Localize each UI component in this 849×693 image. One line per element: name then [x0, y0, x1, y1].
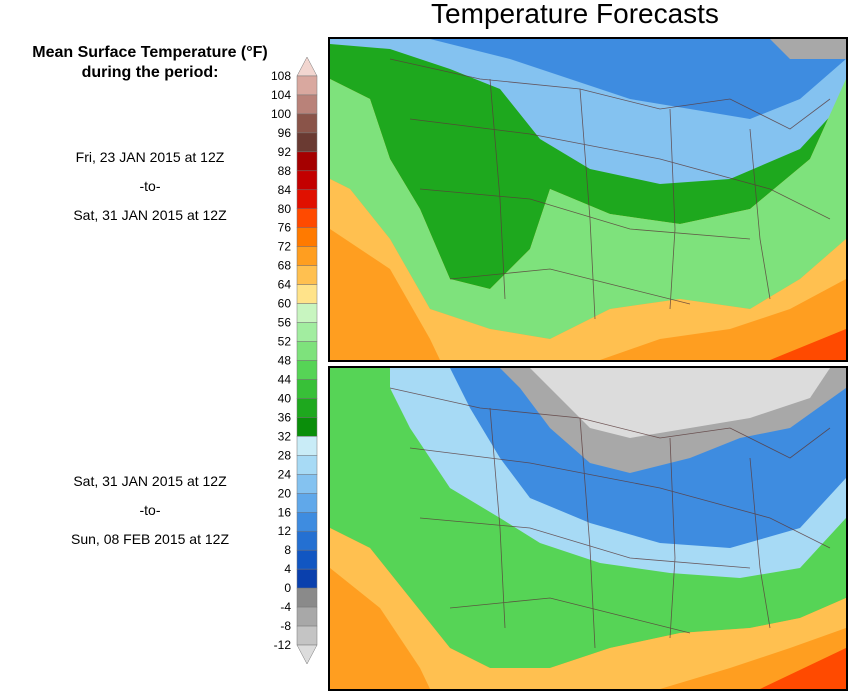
legend-swatch: [296, 398, 318, 418]
legend-tick-label: 4: [284, 562, 291, 576]
legend-swatch: [296, 549, 318, 570]
legend-swatch: [296, 284, 318, 304]
legend-swatch: [296, 246, 318, 266]
legend-tick-label: 72: [278, 240, 292, 254]
legend-tick-label: 100: [271, 107, 291, 121]
legend-tick-label: 32: [278, 429, 292, 443]
legend-tick-labels: 1081041009692888480767268646056524844403…: [271, 69, 291, 652]
legend-tick-label: 76: [278, 221, 292, 235]
legend-tick-label: 28: [278, 448, 292, 462]
legend-tick-label: 56: [278, 316, 292, 330]
legend-swatch: [296, 303, 318, 323]
legend-swatch: [296, 644, 318, 665]
period-1: Fri, 23 JAN 2015 at 12Z -to- Sat, 31 JAN…: [0, 143, 300, 230]
legend-swatch: [296, 56, 318, 77]
forecast-map-2-image: [330, 368, 846, 689]
legend-subtitle-line2: during the period:: [81, 64, 219, 81]
period-1-start: Fri, 23 JAN 2015 at 12Z: [75, 149, 225, 165]
legend-tick-label: 36: [278, 410, 292, 424]
legend-swatch: [296, 417, 318, 437]
legend-tick-label: 24: [278, 467, 292, 481]
page-title: Temperature Forecasts: [431, 0, 719, 29]
legend-tick-label: 40: [278, 391, 292, 405]
legend-swatch: [296, 493, 318, 513]
legend-tick-label: 20: [278, 486, 292, 500]
legend-swatch: [296, 94, 318, 115]
period-2-start: Sat, 31 JAN 2015 at 12Z: [73, 473, 227, 489]
legend-tick-label: 104: [271, 88, 291, 102]
period-2-end: Sun, 08 FEB 2015 at 12Z: [71, 531, 229, 547]
period-1-end: Sat, 31 JAN 2015 at 12Z: [73, 207, 227, 223]
legend-tick-label: 88: [278, 164, 292, 178]
legend-tick-label: 52: [278, 335, 292, 349]
legend-swatch: [296, 265, 318, 285]
legend-tick-label: -8: [280, 619, 291, 633]
legend-swatch: [296, 436, 318, 456]
legend-swatch: [296, 360, 318, 380]
legend-tick-label: 12: [278, 524, 292, 538]
legend-swatch: [296, 132, 318, 153]
legend-swatch: [296, 341, 318, 361]
legend-swatch: [296, 75, 318, 96]
legend-swatch: [296, 625, 318, 646]
legend-swatch: [296, 606, 318, 627]
legend-swatch: [296, 189, 318, 209]
legend-swatch: [296, 474, 318, 494]
legend-swatch: [296, 568, 318, 589]
legend-color-bar: [296, 56, 318, 665]
legend-tick-label: 48: [278, 354, 292, 368]
legend-tick-label: 60: [278, 297, 292, 311]
temperature-color-legend: 1081041009692888480767268646056524844403…: [271, 56, 318, 665]
period-1-separator: -to-: [139, 178, 161, 194]
legend-tick-label: 0: [284, 581, 291, 595]
legend-swatch: [296, 322, 318, 342]
forecast-map-1: [328, 37, 848, 362]
period-2-separator: -to-: [139, 502, 161, 518]
legend-swatch: [296, 227, 318, 247]
legend-tick-label: 44: [278, 372, 292, 386]
legend-swatch: [296, 151, 318, 172]
legend-swatch: [296, 530, 318, 551]
legend-tick-label: 68: [278, 259, 292, 273]
legend-swatch: [296, 512, 318, 532]
legend-swatch: [296, 170, 318, 191]
forecast-map-2: [328, 366, 848, 691]
legend-tick-label: -4: [280, 600, 291, 614]
forecast-map-1-image: [330, 39, 846, 360]
legend-tick-label: 108: [271, 69, 291, 83]
legend-subtitle: Mean Surface Temperature (°F) during the…: [0, 43, 300, 83]
legend-tick-label: 96: [278, 126, 292, 140]
legend-tick-label: 84: [278, 183, 292, 197]
legend-subtitle-line1: Mean Surface Temperature (°F): [32, 44, 268, 61]
legend-tick-label: 92: [278, 145, 292, 159]
legend-tick-label: 8: [284, 543, 291, 557]
legend-swatch: [296, 455, 318, 475]
legend-tick-label: -12: [274, 638, 292, 652]
legend-swatch: [296, 379, 318, 399]
legend-swatch: [296, 113, 318, 134]
legend-swatch: [296, 587, 318, 608]
legend-tick-label: 80: [278, 202, 292, 216]
legend-swatch: [296, 208, 318, 228]
legend-tick-label: 64: [278, 278, 292, 292]
legend-tick-label: 16: [278, 505, 292, 519]
period-2: Sat, 31 JAN 2015 at 12Z -to- Sun, 08 FEB…: [0, 467, 300, 554]
